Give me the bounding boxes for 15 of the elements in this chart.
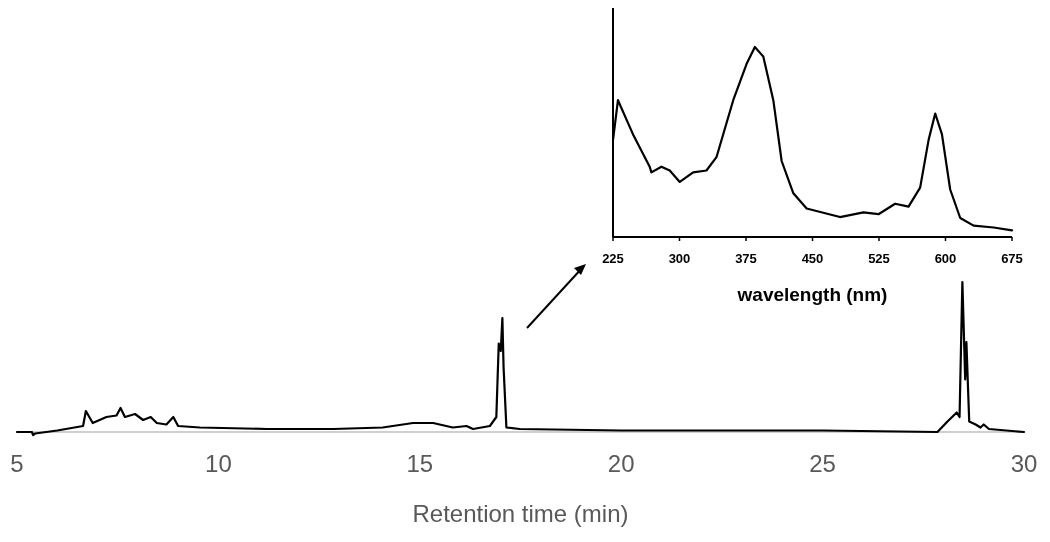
x-tick-label: 375 xyxy=(735,251,757,266)
x-tick-label: 600 xyxy=(934,251,957,266)
x-tick-label: 5 xyxy=(10,450,24,477)
x-axis-title: Retention time (min) xyxy=(412,500,629,527)
x-tick-label: 25 xyxy=(809,450,836,477)
x-tick-label: 225 xyxy=(602,251,624,266)
x-tick-label: 30 xyxy=(1010,450,1038,477)
x-tick-label: 450 xyxy=(801,251,824,266)
x-tick-label: 20 xyxy=(607,450,635,477)
x-tick-label: 300 xyxy=(668,251,691,266)
x-tick-label: 15 xyxy=(406,450,434,477)
x-axis-title: wavelength (nm) xyxy=(736,284,888,305)
x-tick-label: 675 xyxy=(1001,251,1023,266)
x-tick-label: 10 xyxy=(205,450,232,477)
x-tick-label: 525 xyxy=(868,251,890,266)
